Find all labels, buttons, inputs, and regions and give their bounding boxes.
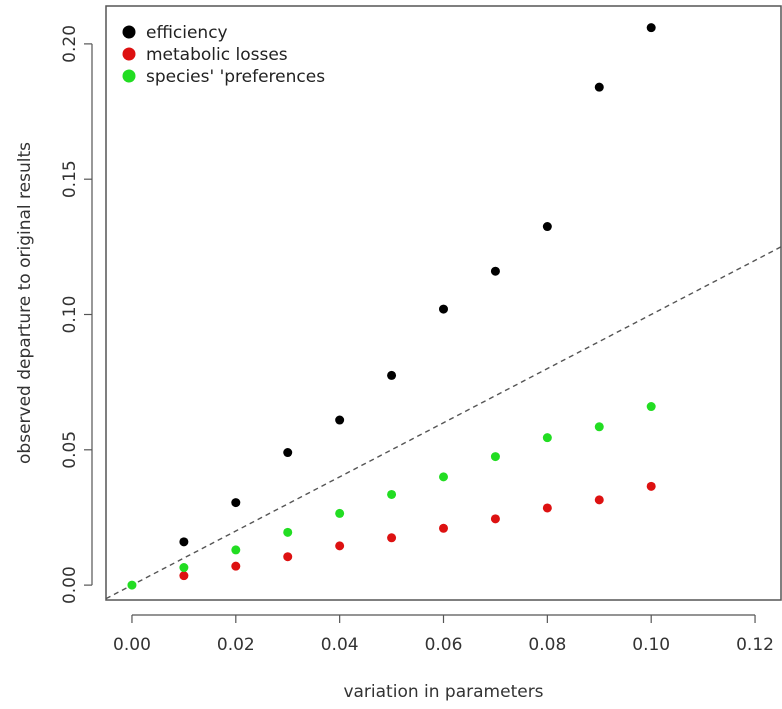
x-axis: 0.00 0.02 0.04 0.06 0.08 0.10 0.12 [113,614,774,655]
y-tick-label: 0.20 [60,25,80,63]
data-point [283,552,293,562]
data-point [283,527,293,537]
data-point [594,82,604,92]
y-tick-label: 0.00 [60,566,80,604]
data-point [542,433,552,443]
data-point [335,415,345,425]
data-point [490,266,500,276]
legend-marker [122,25,136,39]
data-point [646,23,656,33]
data-point [335,508,345,518]
plot-area-border [105,5,782,601]
x-tick-label: 0.00 [113,635,151,655]
y-axis-label: observed departure to original results [15,142,35,464]
data-point [335,541,345,551]
data-point [127,580,137,590]
y-tick-label: 0.15 [60,160,80,198]
data-point [542,503,552,513]
legend-label: species' 'preferences [146,67,325,87]
x-tick-label: 0.12 [736,635,774,655]
data-point [231,498,241,508]
y-tick-label: 0.10 [60,296,80,334]
data-point [646,402,656,412]
data-point [179,563,189,573]
legend-label: metabolic losses [146,45,288,65]
data-point [439,523,448,533]
x-axis-label: variation in parameters [343,682,543,702]
legend-label: efficiency [146,23,228,43]
data-point [594,495,604,505]
x-tick-label: 0.04 [321,635,359,655]
data-point [594,422,604,432]
data-point [490,514,500,524]
data-point [439,304,448,314]
data-point [542,222,552,232]
data-point [387,370,397,380]
legend-marker [122,69,136,83]
data-point [283,448,293,458]
reference-line-dashed [105,246,782,600]
y-tick-label: 0.05 [60,431,80,469]
data-point [387,533,397,543]
data-point [646,481,656,491]
x-tick-label: 0.08 [528,635,566,655]
legend-marker [122,47,136,61]
data-point [439,472,448,482]
data-points [127,23,656,590]
data-point [231,561,241,571]
data-point [490,452,500,462]
x-tick-label: 0.02 [217,635,255,655]
x-tick-label: 0.10 [632,635,670,655]
data-point [231,545,241,555]
data-point [387,489,397,499]
data-point [179,571,189,581]
y-axis: 0.00 0.05 0.10 0.15 0.20 [60,25,93,604]
data-point [179,537,189,547]
x-tick-label: 0.06 [425,635,463,655]
